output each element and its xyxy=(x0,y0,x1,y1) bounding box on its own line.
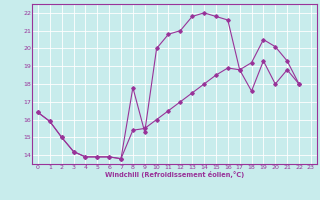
X-axis label: Windchill (Refroidissement éolien,°C): Windchill (Refroidissement éolien,°C) xyxy=(105,171,244,178)
